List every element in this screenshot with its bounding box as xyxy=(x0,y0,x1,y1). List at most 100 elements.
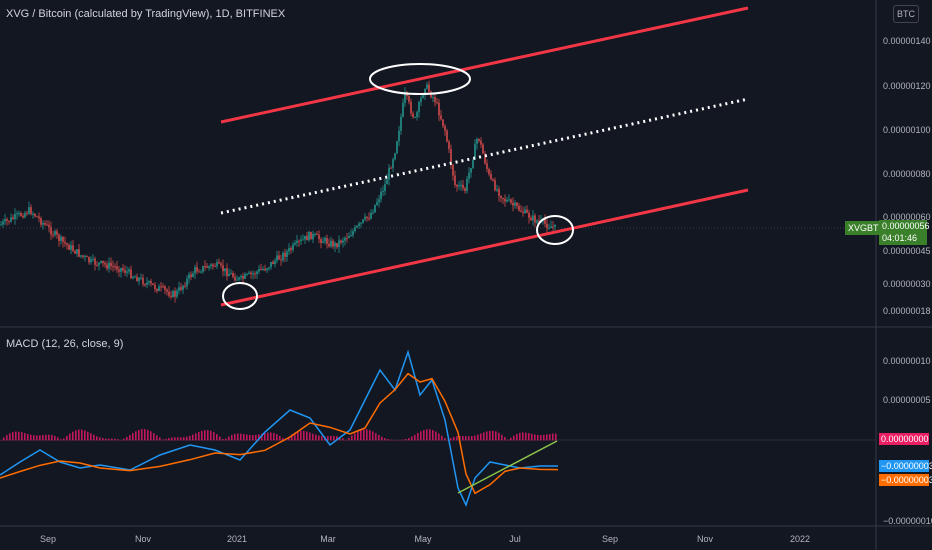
candle-body xyxy=(32,213,34,215)
histogram-bar xyxy=(246,434,248,441)
histogram-bar xyxy=(183,437,185,441)
histogram-bar xyxy=(201,430,203,441)
candle-body xyxy=(458,185,460,187)
histogram-bar xyxy=(195,433,197,441)
price-axis-label: 0.00000120 xyxy=(883,81,931,91)
candle-body xyxy=(64,241,66,244)
histogram-bar xyxy=(372,431,374,441)
candle-body xyxy=(86,256,88,258)
currency-button[interactable]: BTC xyxy=(893,5,919,23)
candle-body xyxy=(480,140,482,145)
candle-body xyxy=(468,172,470,179)
candle-body xyxy=(290,248,292,250)
histogram-bar xyxy=(54,435,56,441)
candle-body xyxy=(502,197,504,199)
candle-body xyxy=(30,207,32,215)
candle-body xyxy=(470,168,472,173)
candle-body xyxy=(190,274,192,277)
histogram-bar xyxy=(78,429,80,441)
histogram-bar xyxy=(456,436,458,441)
histogram-bar xyxy=(516,433,518,441)
histogram-bar xyxy=(33,435,35,441)
histogram-bar xyxy=(18,431,20,441)
histogram-bar xyxy=(420,431,422,441)
candle-body xyxy=(264,268,266,271)
candle-body xyxy=(194,267,196,274)
highlight-ellipse-current[interactable] xyxy=(536,215,574,245)
candle-body xyxy=(330,240,332,247)
histogram-bar xyxy=(270,432,272,441)
histogram-bar xyxy=(93,434,95,441)
histogram-bar xyxy=(498,432,500,441)
highlight-ellipse-low[interactable] xyxy=(222,282,258,310)
macd-trend-line[interactable] xyxy=(457,440,558,494)
candle-body xyxy=(328,243,330,247)
histogram-bar xyxy=(294,432,296,441)
last-price-tag: 0.00000056 04:01:46 xyxy=(879,220,930,245)
histogram-bar xyxy=(273,432,275,441)
candle-body xyxy=(496,189,498,191)
histogram-bar xyxy=(135,431,137,441)
histogram-bar xyxy=(171,437,173,441)
candle-body xyxy=(552,226,554,228)
histogram-bar xyxy=(423,429,425,441)
candle-body xyxy=(536,220,538,223)
channel-upper-line[interactable] xyxy=(220,6,749,124)
candle-body xyxy=(116,266,118,270)
candle-body xyxy=(200,271,202,273)
histogram-bar xyxy=(45,434,47,441)
candle-body xyxy=(436,102,438,104)
candle-body xyxy=(38,216,40,219)
histogram-bar xyxy=(189,435,191,441)
macd-indicator-title[interactable]: MACD (12, 26, close, 9) xyxy=(6,338,124,350)
histogram-bar xyxy=(129,435,131,441)
histogram-bar xyxy=(36,435,38,441)
candle-body xyxy=(474,143,476,160)
candle-body xyxy=(390,167,392,169)
candle-body xyxy=(164,286,166,290)
histogram-bar xyxy=(84,430,86,441)
candle-body xyxy=(412,113,414,118)
histogram-bar xyxy=(153,433,155,441)
candle-body xyxy=(204,265,206,267)
candle-body xyxy=(534,215,536,223)
histogram-bar xyxy=(330,435,332,441)
histogram-bar xyxy=(87,431,89,441)
candle-body xyxy=(238,277,240,280)
price-axis-label: 0.00000060 xyxy=(883,212,931,222)
candle-body xyxy=(314,233,316,235)
candle-body xyxy=(434,97,436,103)
candle-body xyxy=(192,273,194,277)
histogram-bar xyxy=(228,436,230,441)
candle-body xyxy=(270,261,272,268)
candle-body xyxy=(54,231,56,235)
histogram-bar xyxy=(291,434,293,441)
histogram-bar xyxy=(177,437,179,441)
channel-lower-line[interactable] xyxy=(220,188,749,307)
histogram-bar xyxy=(63,438,65,441)
candle-body xyxy=(414,116,416,118)
chart-title: XVG / Bitcoin (calculated by TradingView… xyxy=(6,8,286,20)
candle-body xyxy=(26,212,28,214)
histogram-bar xyxy=(399,439,401,441)
candle-body xyxy=(56,231,58,235)
histogram-bar xyxy=(51,435,53,441)
candle-body xyxy=(50,227,52,235)
histogram-bar xyxy=(390,439,392,441)
histogram-bar xyxy=(144,429,146,441)
highlight-ellipse-top[interactable] xyxy=(369,63,471,95)
histogram-bar xyxy=(30,434,32,441)
candle-body xyxy=(522,211,524,214)
histogram-bar xyxy=(234,433,236,441)
histogram-bar xyxy=(204,430,206,441)
candle-body xyxy=(198,271,200,273)
candle-body xyxy=(266,268,268,271)
candle-body xyxy=(46,224,48,226)
histogram-bar xyxy=(543,434,545,441)
candle-body xyxy=(408,96,410,102)
candle-body xyxy=(74,250,76,254)
macd-axis-label: 0.00000010 xyxy=(883,356,931,366)
candle-body xyxy=(42,222,44,225)
histogram-bar xyxy=(450,438,452,441)
